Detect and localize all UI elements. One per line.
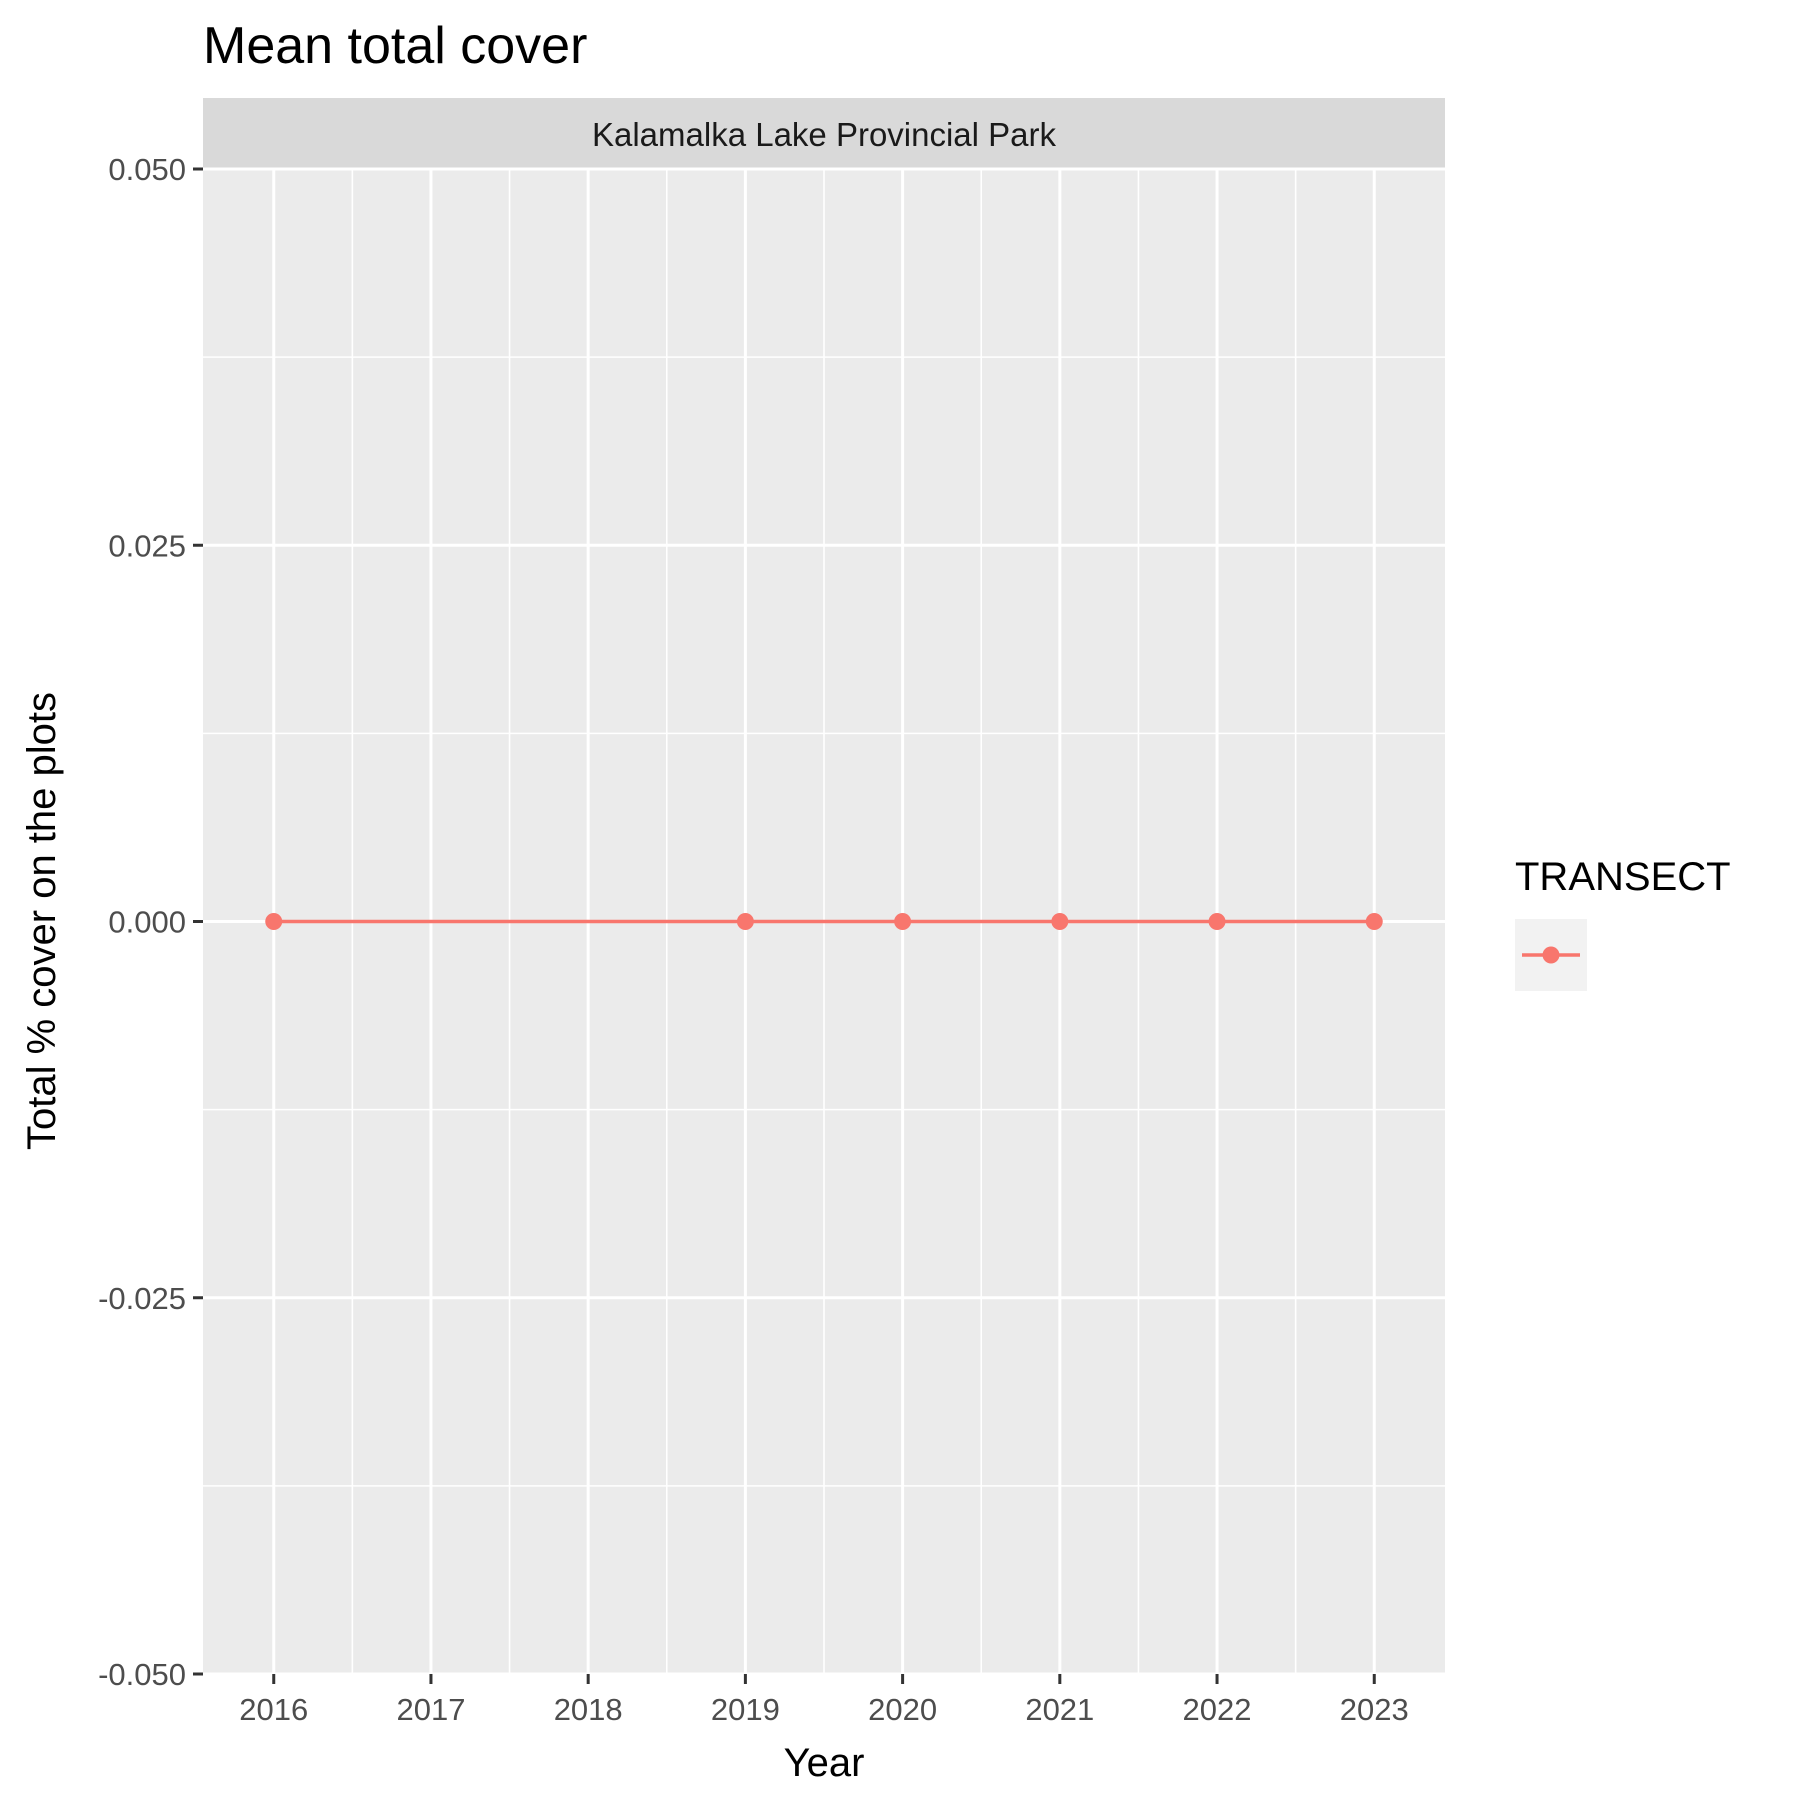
x-tick-label: 2018 (554, 1692, 623, 1727)
x-tick-label: 2017 (396, 1692, 465, 1727)
y-tick-label: 0.050 (108, 152, 186, 187)
y-tick-label: -0.050 (98, 1657, 186, 1692)
y-tick-label: 0.000 (108, 905, 186, 940)
data-point (1208, 913, 1226, 930)
y-tick-label: -0.025 (98, 1281, 186, 1316)
y-axis-title: Total % cover on the plots (20, 692, 64, 1150)
legend: TRANSECT (1515, 855, 1731, 991)
x-axis: 2016 2017 2018 2019 2020 2021 2022 2023 (239, 1674, 1409, 1727)
facet-strip (203, 98, 1445, 169)
x-tick-label: 2020 (868, 1692, 937, 1727)
x-axis-title: Year (784, 1741, 865, 1785)
x-tick-label: 2022 (1183, 1692, 1252, 1727)
data-point (1051, 913, 1069, 930)
x-tick-label: 2016 (239, 1692, 308, 1727)
x-tick-label: 2021 (1025, 1692, 1094, 1727)
legend-key-point (1542, 946, 1560, 964)
legend-title: TRANSECT (1515, 855, 1731, 899)
data-point (265, 913, 283, 930)
facet-label: Kalamalka Lake Provincial Park (592, 116, 1057, 153)
data-point (1365, 913, 1383, 930)
chart-title: Mean total cover (203, 17, 587, 75)
data-point (894, 913, 912, 930)
x-tick-label: 2019 (711, 1692, 780, 1727)
y-tick-label: 0.025 (108, 528, 186, 563)
x-tick-label: 2023 (1340, 1692, 1409, 1727)
data-point (736, 913, 754, 930)
y-axis: -0.050 -0.025 0.000 0.025 0.050 (98, 152, 203, 1692)
series-layer (265, 913, 1383, 930)
